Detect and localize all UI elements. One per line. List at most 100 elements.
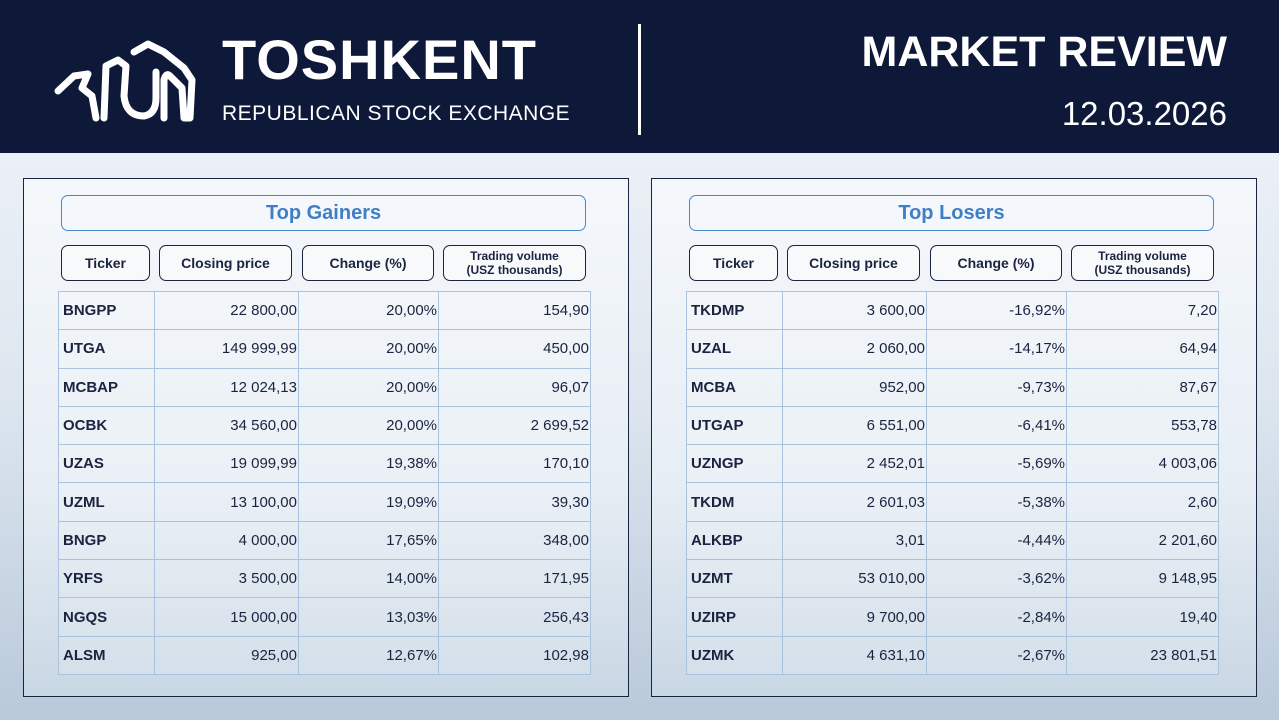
closing-price-cell: 149 999,99 xyxy=(154,329,299,369)
closing-price-cell: 34 560,00 xyxy=(154,405,299,446)
volume-cell: 9 148,95 xyxy=(1066,559,1219,599)
volume-cell: 170,10 xyxy=(438,444,591,484)
ticker-cell: BNGPP xyxy=(58,290,155,331)
brand-subtitle: REPUBLICAN STOCK EXCHANGE xyxy=(222,102,571,125)
volume-cell: 87,67 xyxy=(1066,367,1219,407)
closing-price-cell: 53 010,00 xyxy=(782,559,927,599)
change-column-header: Change (%) xyxy=(302,245,434,281)
volume-column-header: Trading volume (USZ thousands) xyxy=(443,245,586,281)
ticker-cell: UZMT xyxy=(686,559,783,599)
change-cell: 17,65% xyxy=(298,520,439,561)
change-cell: -2,84% xyxy=(926,597,1067,637)
change-cell: 13,03% xyxy=(298,597,439,637)
table-row: UTGA 149 999,99 20,00% 450,00 xyxy=(58,329,591,369)
brand-title: TOSHKENT xyxy=(222,28,537,91)
change-cell: -5,38% xyxy=(926,482,1067,522)
closing-price-cell: 4 000,00 xyxy=(154,520,299,561)
table-row: MCBA 952,00 -9,73% 87,67 xyxy=(686,367,1219,407)
volume-cell: 64,94 xyxy=(1066,329,1219,369)
ticker-cell: UZNGP xyxy=(686,444,783,484)
ticker-cell: ALKBP xyxy=(686,520,783,561)
change-cell: 12,67% xyxy=(298,635,439,675)
change-cell: -9,73% xyxy=(926,367,1067,407)
closing-price-cell: 2 452,01 xyxy=(782,444,927,484)
ticker-column-header: Ticker xyxy=(61,245,150,281)
closing-price-cell: 3,01 xyxy=(782,520,927,561)
closing-price-cell: 12 024,13 xyxy=(154,367,299,407)
ticker-cell: UZMK xyxy=(686,635,783,675)
table-row: UZAL 2 060,00 -14,17% 64,94 xyxy=(686,329,1219,369)
volume-header-line2: (USZ thousands) xyxy=(466,263,563,277)
ticker-column-header: Ticker xyxy=(689,245,778,281)
table-row: MCBAP 12 024,13 20,00% 96,07 xyxy=(58,367,591,407)
ticker-cell: TKDMP xyxy=(686,290,783,331)
header-bar: TOSHKENT REPUBLICAN STOCK EXCHANGE MARKE… xyxy=(0,0,1279,153)
table-row: UZML 13 100,00 19,09% 39,30 xyxy=(58,482,591,522)
header-divider xyxy=(638,24,641,135)
change-cell: -2,67% xyxy=(926,635,1067,675)
top-gainers-panel: Top Gainers Ticker Closing price Change … xyxy=(23,178,629,697)
change-cell: 20,00% xyxy=(298,290,439,331)
ticker-cell: OCBK xyxy=(58,405,155,446)
table-row: UZIRP 9 700,00 -2,84% 19,40 xyxy=(686,597,1219,637)
table-row: TKDMP 3 600,00 -16,92% 7,20 xyxy=(686,290,1219,331)
volume-cell: 102,98 xyxy=(438,635,591,675)
volume-column-header: Trading volume (USZ thousands) xyxy=(1071,245,1214,281)
change-cell: -16,92% xyxy=(926,290,1067,331)
change-cell: -6,41% xyxy=(926,405,1067,446)
ticker-cell: UTGAP xyxy=(686,405,783,446)
volume-cell: 450,00 xyxy=(438,329,591,369)
volume-header-line1: Trading volume xyxy=(1098,249,1187,263)
table-row: UZNGP 2 452,01 -5,69% 4 003,06 xyxy=(686,444,1219,484)
table-row: UZMT 53 010,00 -3,62% 9 148,95 xyxy=(686,559,1219,599)
closing-price-cell: 2 601,03 xyxy=(782,482,927,522)
change-cell: 14,00% xyxy=(298,559,439,599)
table-row: UZAS 19 099,99 19,38% 170,10 xyxy=(58,444,591,484)
table-row: BNGPP 22 800,00 20,00% 154,90 xyxy=(58,290,591,331)
top-gainers-title: Top Gainers xyxy=(61,195,586,231)
ticker-cell: NGQS xyxy=(58,597,155,637)
change-cell: 19,38% xyxy=(298,444,439,484)
ticker-cell: MCBAP xyxy=(58,367,155,407)
closing-price-cell: 9 700,00 xyxy=(782,597,927,637)
ticker-cell: UZIRP xyxy=(686,597,783,637)
volume-cell: 348,00 xyxy=(438,520,591,561)
ticker-cell: TKDM xyxy=(686,482,783,522)
closing-price-cell: 19 099,99 xyxy=(154,444,299,484)
volume-cell: 7,20 xyxy=(1066,290,1219,331)
table-row: ALSM 925,00 12,67% 102,98 xyxy=(58,635,591,675)
table-row: BNGP 4 000,00 17,65% 348,00 xyxy=(58,520,591,561)
rse-logo-icon xyxy=(54,40,196,122)
volume-cell: 2 201,60 xyxy=(1066,520,1219,561)
change-cell: -4,44% xyxy=(926,520,1067,561)
change-cell: 20,00% xyxy=(298,367,439,407)
change-cell: -3,62% xyxy=(926,559,1067,599)
review-date: 12.03.2026 xyxy=(1061,95,1227,132)
volume-cell: 39,30 xyxy=(438,482,591,522)
table-row: OCBK 34 560,00 20,00% 2 699,52 xyxy=(58,405,591,446)
closing-price-cell: 13 100,00 xyxy=(154,482,299,522)
volume-cell: 2 699,52 xyxy=(438,405,591,446)
volume-header-line1: Trading volume xyxy=(470,249,559,263)
closing-price-cell: 22 800,00 xyxy=(154,290,299,331)
volume-header-line2: (USZ thousands) xyxy=(1094,263,1191,277)
ticker-cell: UTGA xyxy=(58,329,155,369)
closing-price-cell: 3 500,00 xyxy=(154,559,299,599)
table-row: NGQS 15 000,00 13,03% 256,43 xyxy=(58,597,591,637)
volume-cell: 154,90 xyxy=(438,290,591,331)
volume-cell: 553,78 xyxy=(1066,405,1219,446)
closing-price-cell: 952,00 xyxy=(782,367,927,407)
closing-price-cell: 925,00 xyxy=(154,635,299,675)
volume-cell: 171,95 xyxy=(438,559,591,599)
ticker-cell: UZAS xyxy=(58,444,155,484)
table-row: TKDM 2 601,03 -5,38% 2,60 xyxy=(686,482,1219,522)
change-cell: 20,00% xyxy=(298,405,439,446)
closing-price-cell: 6 551,00 xyxy=(782,405,927,446)
volume-cell: 256,43 xyxy=(438,597,591,637)
closing-price-cell: 4 631,10 xyxy=(782,635,927,675)
change-column-header: Change (%) xyxy=(930,245,1062,281)
gainers-table: BNGPP 22 800,00 20,00% 154,90 UTGA 149 999,9… xyxy=(58,290,591,675)
market-review-title: MARKET REVIEW xyxy=(861,28,1228,76)
closing-price-cell: 3 600,00 xyxy=(782,290,927,331)
top-losers-title: Top Losers xyxy=(689,195,1214,231)
